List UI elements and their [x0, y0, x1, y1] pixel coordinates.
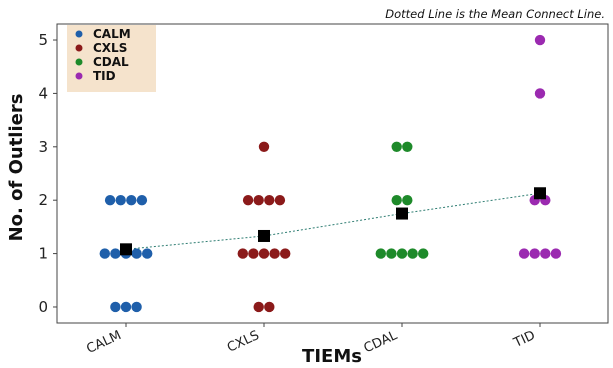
data-point-cxls — [242, 194, 254, 206]
y-tick-label: 1 — [38, 245, 48, 263]
data-point-calm — [120, 301, 132, 313]
legend-marker-cxls — [75, 44, 83, 52]
x-axis-title: TIEMs — [302, 346, 362, 367]
y-tick-label: 5 — [38, 31, 48, 49]
data-point-cdal — [418, 248, 429, 259]
mean-marker-calm — [120, 243, 132, 256]
mean-marker-cdal — [396, 207, 408, 220]
y-tick-label: 2 — [38, 191, 48, 209]
data-point-cdal — [402, 141, 413, 153]
mean-connect-line — [125, 192, 541, 250]
data-point-calm — [104, 194, 116, 206]
mean-line-note: Dotted Line is the Mean Connect Line. — [385, 7, 605, 21]
plot-area — [56, 23, 609, 324]
legend-marker-calm — [75, 30, 83, 38]
data-point-cxls — [280, 248, 291, 259]
data-point-calm — [142, 248, 153, 259]
data-point-cxls — [264, 194, 275, 206]
data-point-tid — [550, 248, 562, 259]
legend-box — [67, 25, 156, 92]
data-point-cxls — [248, 248, 259, 259]
data-point-cxls — [237, 248, 248, 259]
data-point-cdal — [386, 248, 397, 259]
x-tick-label-tid: TID — [511, 328, 538, 351]
mean-marker-tid — [534, 187, 546, 200]
data-point-calm — [131, 248, 142, 259]
legend-label-calm: CALM — [93, 27, 131, 41]
data-point-tid — [529, 248, 540, 259]
data-point-tid — [540, 248, 551, 259]
x-tick-label-calm: CALM — [84, 328, 123, 357]
y-tick-label: 0 — [38, 298, 48, 316]
data-point-calm — [110, 301, 121, 313]
data-point-cxls — [274, 194, 286, 206]
data-point-calm — [115, 194, 126, 206]
x-tick-label-cxls: CXLS — [225, 328, 262, 356]
data-point-cdal — [407, 248, 418, 259]
legend-label-cxls: CXLS — [93, 41, 127, 55]
data-point-cxls — [253, 301, 264, 313]
data-point-cdal — [391, 141, 402, 153]
legend-label-cdal: CDAL — [93, 55, 129, 69]
data-point-cdal — [375, 248, 386, 259]
data-point-calm — [136, 194, 148, 206]
legend-label-tid: TID — [93, 69, 116, 83]
data-point-calm — [110, 248, 121, 259]
legend-marker-tid — [75, 72, 83, 80]
data-point-tid — [518, 248, 530, 259]
data-point-cdal — [396, 248, 408, 259]
data-point-cxls — [269, 248, 280, 259]
data-point-calm — [126, 194, 137, 206]
legend-marker-cdal — [75, 58, 83, 66]
y-tick-label: 3 — [38, 138, 48, 156]
x-tick-label-cdal: CDAL — [362, 328, 401, 357]
data-point-tid — [534, 88, 546, 99]
mean-marker-cxls — [258, 229, 270, 242]
data-point-calm — [131, 301, 142, 313]
data-point-cdal — [402, 194, 413, 206]
data-point-cdal — [391, 194, 402, 206]
data-point-cxls — [258, 141, 270, 153]
data-point-cxls — [253, 194, 264, 206]
data-point-calm — [99, 248, 111, 259]
data-point-cxls — [264, 301, 275, 313]
data-point-cxls — [258, 248, 270, 259]
data-point-tid — [534, 34, 546, 46]
y-tick-label: 4 — [38, 84, 48, 102]
y-axis-title: No. of Outliers — [6, 94, 27, 242]
